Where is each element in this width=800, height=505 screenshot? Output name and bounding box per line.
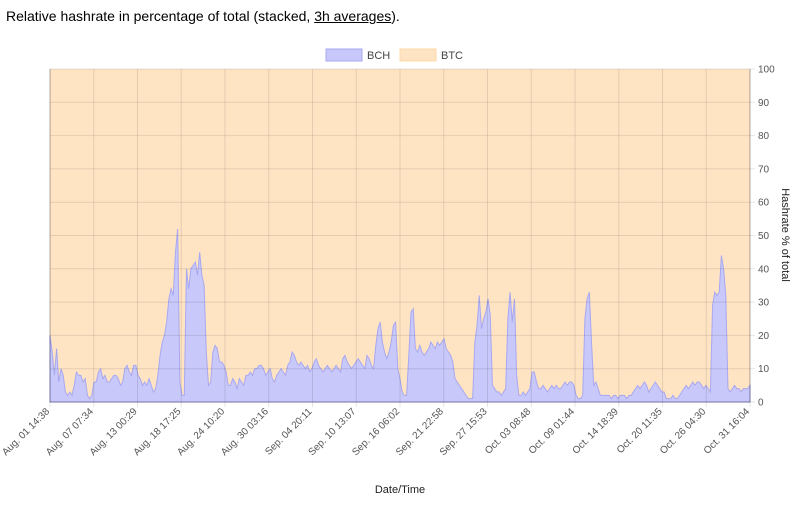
plot-area [49,69,751,403]
averages-link[interactable]: 3h averages [314,8,392,24]
legend-label: BCH [367,50,390,62]
bch-area [49,228,751,403]
legend-swatch [399,48,437,62]
y-tick-label: 30 [758,298,770,309]
y-tick-label: 10 [758,364,770,375]
page-title: Relative hashrate in percentage of total… [6,8,400,24]
legend-item-btc[interactable]: BTC [399,48,463,62]
y-tick-label: 80 [758,131,770,142]
legend-item-bch[interactable]: BCH [325,48,390,62]
y-tick-label: 100 [758,65,775,76]
y-tick-label: 40 [758,264,770,275]
x-tick-label: Sep. 27 15:53 [438,406,490,458]
chart-legend: BCH BTC [325,48,463,62]
y-axis: 0 10 20 30 40 50 60 70 80 90 100 [758,65,775,409]
x-tick-label: Oct. 14 18:39 [571,406,622,457]
y-tick-label: 20 [758,331,770,342]
y-axis-title: Hashrate % of total [779,188,791,282]
y-tick-label: 90 [758,98,770,109]
y-tick-label: 60 [758,198,770,209]
legend-swatch [325,48,363,62]
y-tick-label: 0 [758,398,764,409]
title-suffix: ). [391,8,400,24]
title-prefix: Relative hashrate in percentage of total… [6,8,315,24]
x-axis-title: Date/Time [375,484,425,496]
x-tick-label: Oct. 31 16:04 [702,406,753,457]
y-tick-label: 70 [758,164,770,175]
y-tick-label: 50 [758,231,770,242]
btc-area [50,69,750,399]
grid-lines [49,68,755,407]
legend-label: BTC [441,50,463,62]
